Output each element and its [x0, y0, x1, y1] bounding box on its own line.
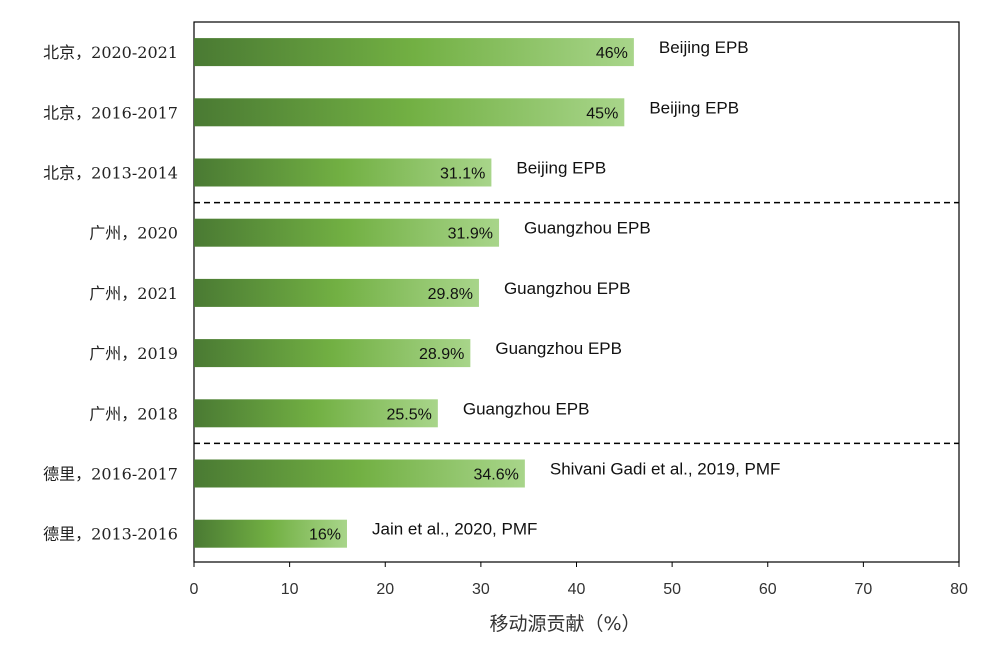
- category-label: 北京，2020-2021: [43, 43, 178, 62]
- x-tick-label: 0: [190, 581, 199, 598]
- bar: [194, 459, 525, 488]
- bar-source-label: Beijing EPB: [649, 98, 739, 117]
- bar-value-label: 25.5%: [386, 406, 431, 423]
- x-tick-label: 40: [568, 581, 586, 598]
- bar-source-label: Guangzhou EPB: [504, 279, 631, 298]
- bar-source-label: Guangzhou EPB: [495, 339, 622, 358]
- bar-value-label: 31.1%: [440, 166, 485, 183]
- bar: [194, 38, 634, 67]
- bar-value-label: 29.8%: [428, 286, 473, 303]
- bar-source-label: Beijing EPB: [659, 38, 749, 57]
- x-tick-label: 60: [759, 581, 777, 598]
- bar-source-label: Guangzhou EPB: [524, 219, 651, 238]
- bar-value-label: 34.6%: [473, 467, 518, 484]
- bar: [194, 339, 471, 368]
- value-labels: 46% 45% 31.1% 31.9% 29.8% 28.9% 25.5% 34.6% 16%: [309, 45, 628, 544]
- category-label: 北京，2016-2017: [43, 103, 178, 122]
- bars: [194, 38, 634, 548]
- category-label: 北京，2013-2014: [43, 164, 178, 183]
- x-axis-ticks: 0 10 20 30 40 50 60 70 80: [190, 562, 968, 598]
- x-tick-label: 10: [281, 581, 299, 598]
- group-dividers: [194, 201, 959, 445]
- bar: [194, 399, 438, 428]
- bar-value-label: 31.9%: [448, 226, 493, 243]
- category-label: 广州，2021: [89, 284, 178, 303]
- x-tick-label: 20: [376, 581, 394, 598]
- bar-value-label: 16%: [309, 527, 341, 544]
- bar-value-label: 28.9%: [419, 346, 464, 363]
- category-label: 德里，2013-2016: [43, 525, 178, 544]
- source-labels: Beijing EPB Beijing EPB Beijing EPB Guangzh…: [372, 38, 780, 539]
- bar: [194, 98, 625, 127]
- bar: [194, 278, 479, 307]
- x-tick-label: 80: [950, 581, 968, 598]
- category-labels: 北京，2020-2021 北京，2016-2017 北京，2013-2014 广州，2…: [43, 43, 178, 544]
- bar-source-label: Jain et al., 2020, PMF: [372, 520, 537, 539]
- category-label: 广州，2018: [89, 404, 178, 423]
- bar-source-label: Guangzhou EPB: [463, 399, 590, 418]
- x-tick-label: 70: [854, 581, 872, 598]
- bar: [194, 519, 347, 548]
- x-tick-label: 50: [663, 581, 681, 598]
- category-label: 广州，2019: [89, 344, 178, 363]
- category-label: 德里，2016-2017: [43, 465, 178, 484]
- bar-value-label: 46%: [596, 45, 628, 62]
- bar-source-label: Beijing EPB: [516, 159, 606, 178]
- bar-source-label: Shivani Gadi et al., 2019, PMF: [550, 460, 781, 479]
- bar: [194, 158, 492, 187]
- category-label: 广州，2020: [89, 224, 178, 243]
- x-axis-title: 移动源贡献（%）: [489, 613, 640, 635]
- x-tick-label: 30: [472, 581, 490, 598]
- bar-value-label: 45%: [586, 105, 618, 122]
- bar: [194, 218, 500, 247]
